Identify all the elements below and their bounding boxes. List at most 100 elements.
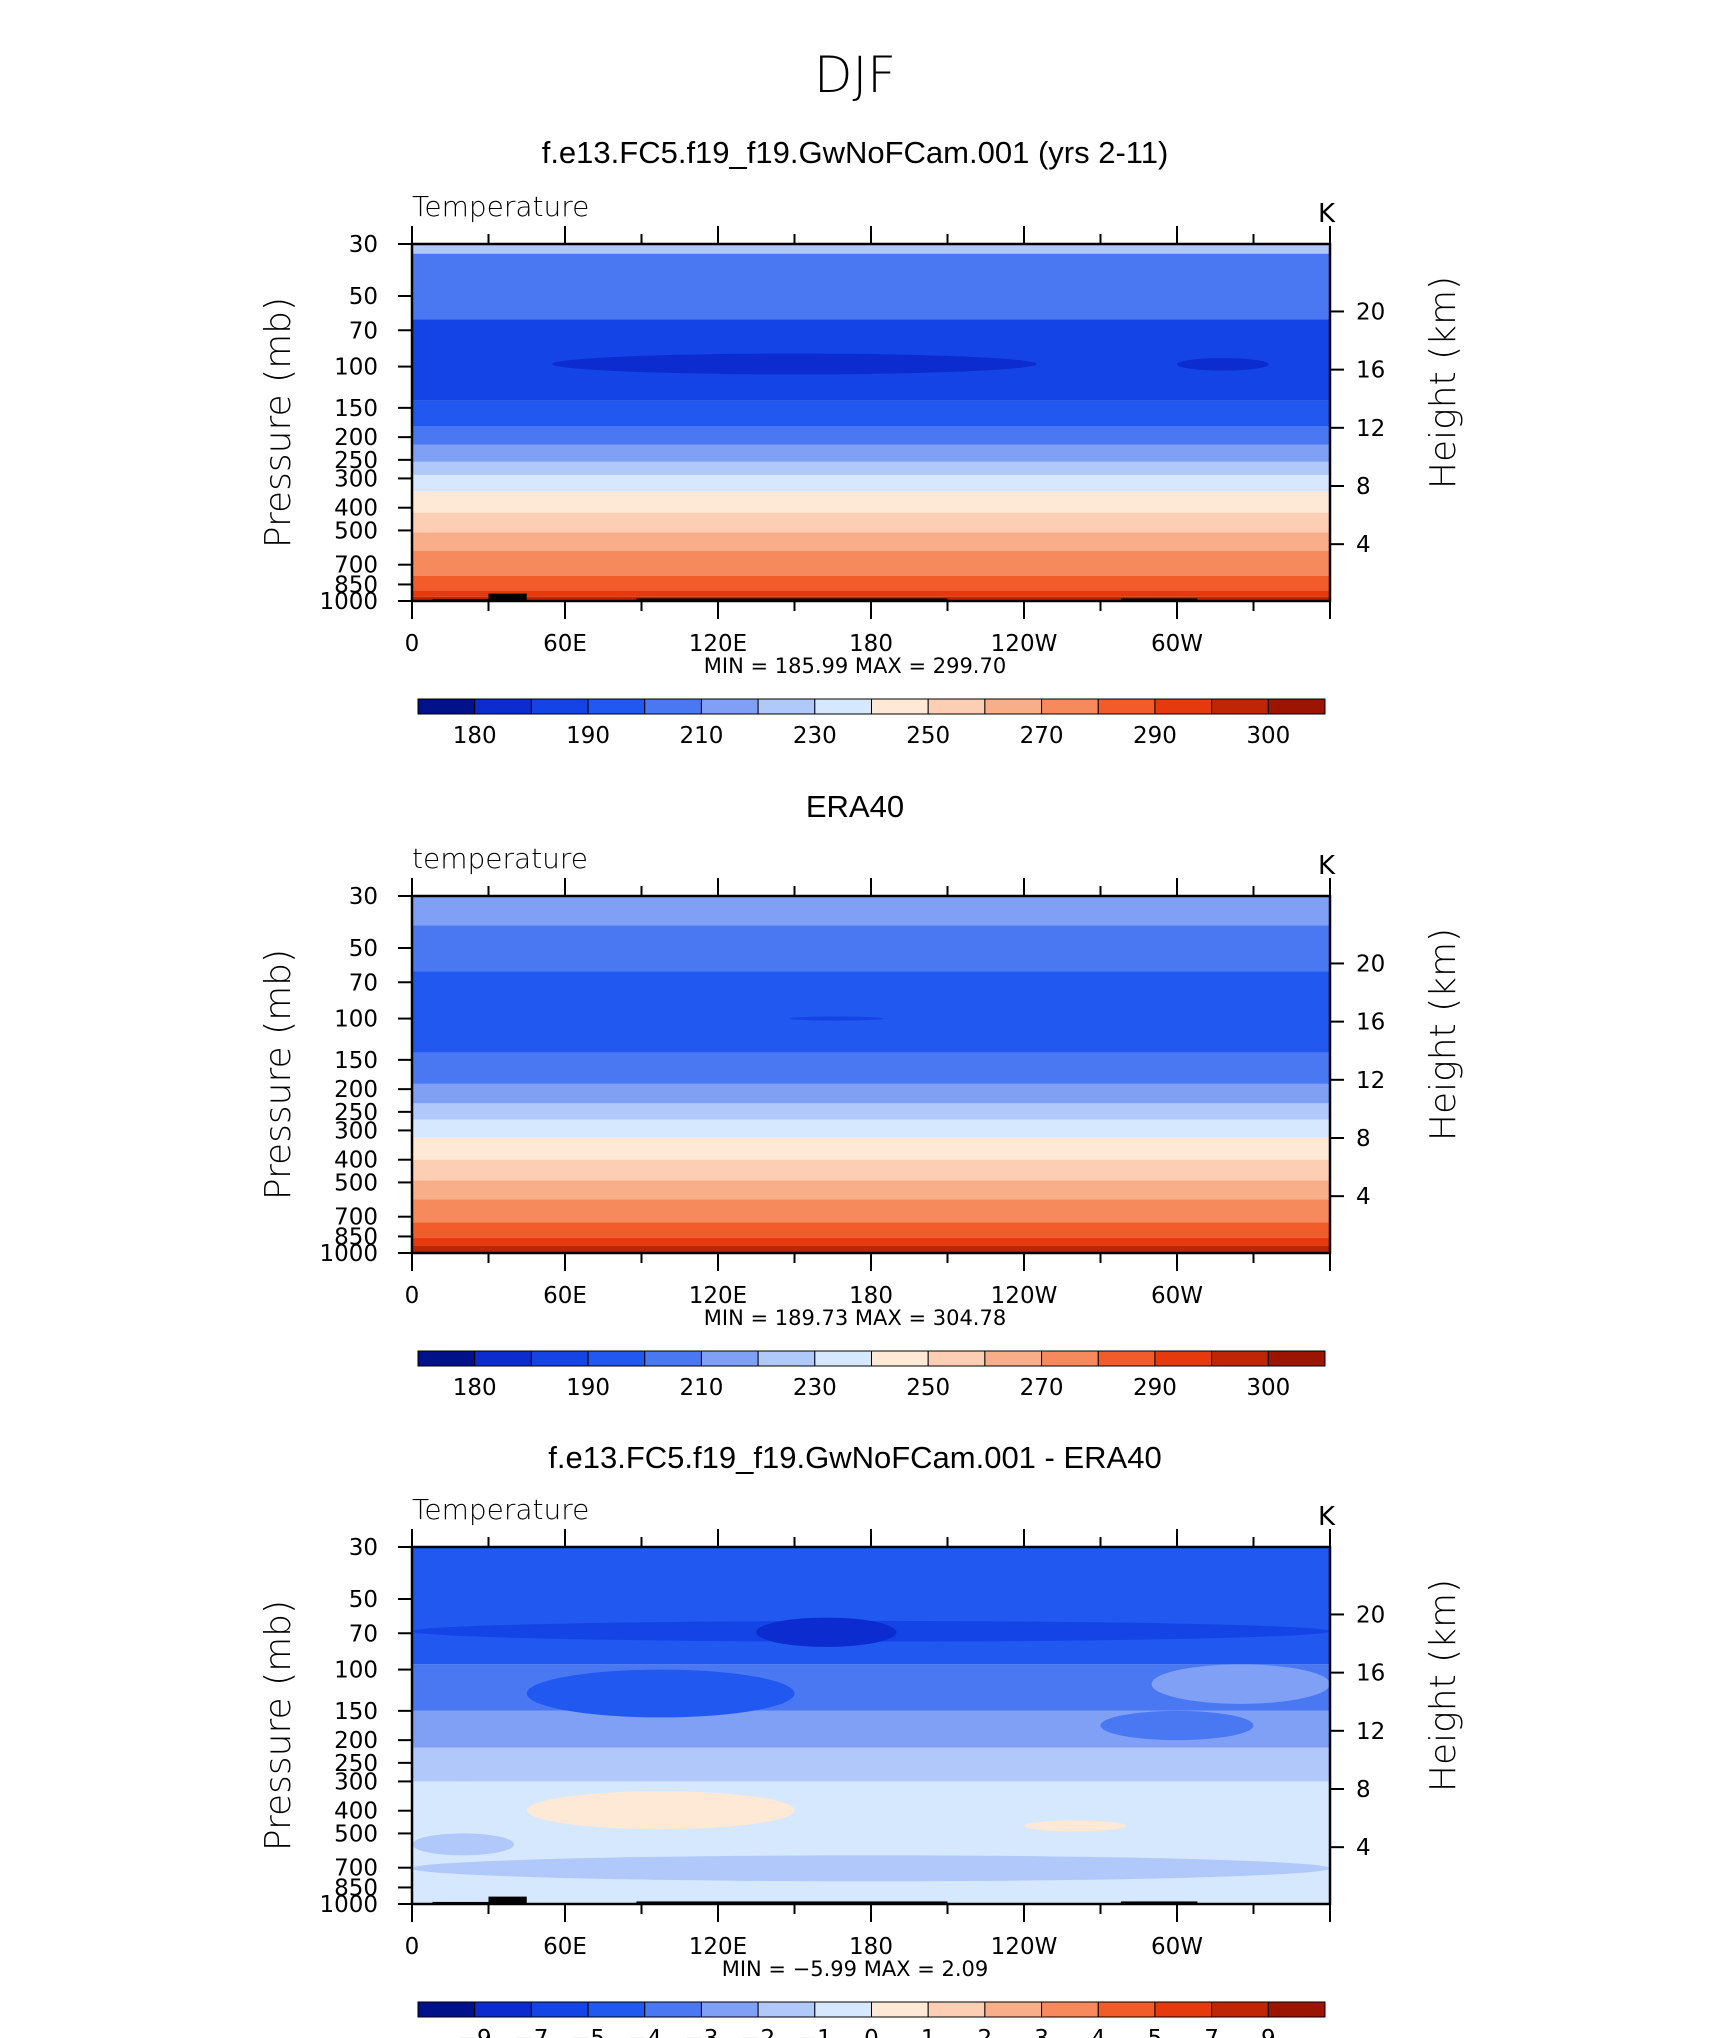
colorbar-label: −1	[798, 2026, 832, 2038]
x-tick-label: 60W	[1151, 1283, 1203, 1309]
y-tick-label: 100	[334, 1007, 378, 1033]
y2-tick-label: 4	[1356, 532, 1371, 558]
colorbar-box	[1097, 1350, 1156, 1367]
contour-band	[412, 532, 1330, 551]
y2-tick-label: 8	[1356, 1126, 1371, 1152]
colorbar-box	[1211, 1350, 1269, 1367]
colorbar-label: 2	[978, 2026, 993, 2038]
contour-band	[412, 461, 1330, 475]
y-tick-label: 1000	[319, 1241, 378, 1267]
y2-tick-label: 16	[1356, 358, 1385, 384]
y-tick-label: 150	[334, 1699, 378, 1725]
colorbar-box	[1041, 2001, 1099, 2018]
y-tick-label: 400	[334, 496, 378, 522]
colorbar-label: −4	[628, 2026, 662, 2038]
colorbar-box	[927, 698, 986, 715]
colorbar-box	[1267, 698, 1326, 715]
colorbar-box	[587, 2001, 646, 2018]
y-tick-label: 100	[334, 1658, 378, 1684]
colorbar-label: 250	[906, 1375, 950, 1401]
topography	[1120, 598, 1198, 601]
contour-band	[412, 253, 1330, 320]
y2-tick-label: 20	[1356, 299, 1385, 325]
colorbar-box	[757, 2001, 816, 2018]
colorbar-label: 270	[1020, 723, 1064, 749]
colorbar-box	[700, 698, 759, 715]
y-tick-label: 250	[334, 1751, 378, 1777]
colorbar-box	[530, 2001, 589, 2018]
colorbar-box	[757, 1350, 816, 1367]
y-tick-label: 500	[334, 1821, 378, 1847]
colorbar-label: 9	[1261, 2026, 1276, 2038]
y-tick-label: 300	[334, 1118, 378, 1144]
colorbar-box	[1097, 698, 1156, 715]
y-axis-label: Pressure (mb)	[258, 1600, 299, 1851]
colorbar-box	[814, 1350, 872, 1367]
colorbar-label: 230	[793, 723, 837, 749]
x-tick-label: 0	[405, 631, 420, 657]
contour-band	[412, 1136, 1330, 1160]
y2-tick-label: 20	[1356, 951, 1385, 977]
colorbar-box	[644, 1350, 702, 1367]
panel-2: 0 60E 120E 180 120W 60W3050701001502002503004…	[258, 789, 1464, 1401]
x-tick-label: 60W	[1151, 1934, 1203, 1960]
colorbar-box	[871, 1350, 929, 1367]
colorbar-label: 180	[453, 723, 497, 749]
contour-band	[412, 474, 1330, 492]
x-tick-label: 60E	[543, 1934, 587, 1960]
y-tick-label: 250	[334, 1100, 378, 1126]
contour-band	[412, 1222, 1330, 1238]
y2-tick-label: 8	[1356, 1777, 1371, 1803]
colorbar-box	[474, 2001, 532, 2018]
colorbar-box	[644, 698, 702, 715]
y-tick-label: 1000	[319, 1892, 378, 1918]
y2-tick-label: 4	[1356, 1184, 1371, 1210]
figure-title: DJF	[814, 46, 896, 104]
colorbar-box	[1041, 698, 1099, 715]
contour-band	[412, 400, 1330, 427]
y2-tick-label: 20	[1356, 1602, 1385, 1628]
topography	[488, 593, 527, 601]
contour-region	[1177, 358, 1269, 371]
colorbar-label: 190	[566, 1375, 610, 1401]
colorbar-box	[1211, 698, 1269, 715]
colorbar-box	[1267, 1350, 1326, 1367]
panel-3: 0 60E 120E 180 120W 60W3050701001502002503004…	[258, 1440, 1464, 2038]
colorbar-box	[1041, 1350, 1099, 1367]
y2-tick-label: 16	[1356, 1661, 1385, 1687]
colorbar-box	[1267, 2001, 1326, 2018]
contour-band	[412, 1237, 1330, 1246]
x-tick-label: 60E	[543, 1283, 587, 1309]
y-tick-label: 700	[334, 1856, 378, 1882]
colorbar-box	[984, 2001, 1043, 2018]
x-tick-label: 180	[849, 1934, 893, 1960]
y-axis-label: Pressure (mb)	[258, 297, 299, 548]
x-tick-label: 0	[405, 1934, 420, 1960]
contour-region	[526, 1669, 795, 1718]
colorbar-box	[417, 2001, 476, 2018]
panel-1: 0 60E 120E 180 120W 60W3050701001502002503004…	[258, 135, 1464, 749]
contour-band	[412, 491, 1330, 513]
y-tick-label: 300	[334, 1769, 378, 1795]
colorbar-box	[474, 698, 532, 715]
x-tick-label: 120W	[991, 631, 1058, 657]
x-tick-label: 180	[849, 1283, 893, 1309]
y-tick-label: 30	[349, 1535, 378, 1561]
y-tick-label: 700	[334, 553, 378, 579]
contour-region	[1151, 1664, 1330, 1704]
colorbar-box	[814, 2001, 872, 2018]
contour-region	[412, 1762, 514, 1782]
contour-region	[412, 1855, 1330, 1882]
y2-tick-label: 12	[1356, 1068, 1385, 1094]
contour-region	[1100, 1710, 1254, 1741]
contour-region	[756, 1617, 897, 1647]
contour-region	[1024, 1820, 1126, 1832]
colorbar-label: 5	[1148, 2026, 1163, 2038]
colorbar-box	[1211, 2001, 1269, 2018]
y2-tick-label: 8	[1356, 474, 1371, 500]
right-string: K	[1318, 851, 1336, 881]
contour-band	[412, 426, 1330, 445]
x-tick-label: 180	[849, 631, 893, 657]
colorbar-box	[417, 698, 476, 715]
contour-band	[412, 512, 1330, 533]
